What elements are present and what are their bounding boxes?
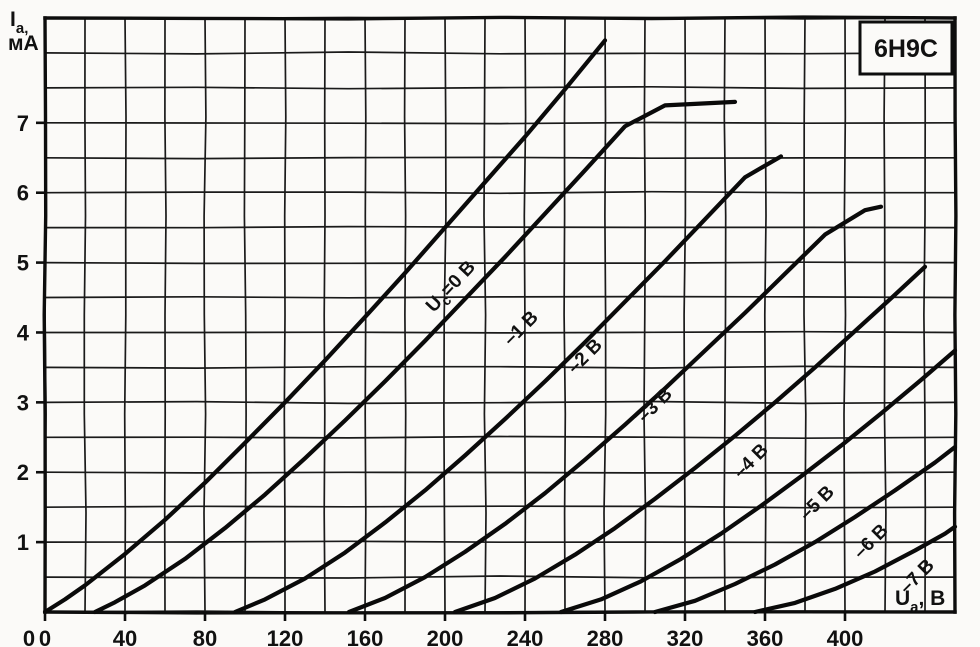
curve-0 xyxy=(42,38,608,615)
plot-frame xyxy=(42,15,958,615)
y-tick-label: 4 xyxy=(17,320,30,345)
curve-4 xyxy=(452,264,928,615)
curve-5 xyxy=(558,348,958,615)
y-axis-ticks: 0 1 2 3 4 5 6 7 xyxy=(17,111,45,647)
y-tick-label: 5 xyxy=(17,251,29,276)
curve-7 xyxy=(752,524,958,615)
axis-titles: Ia,мА Ua, В xyxy=(8,8,945,616)
x-tick-label: 400 xyxy=(827,626,864,647)
tube-label-box: 6Н9С xyxy=(858,20,954,76)
minor-gridlines xyxy=(43,16,956,614)
x-tick-label: 160 xyxy=(347,626,384,647)
y-tick-label: 3 xyxy=(17,390,29,415)
x-tick-label: 360 xyxy=(747,626,784,647)
tube-label-frame xyxy=(858,20,954,76)
x-tick-label: 280 xyxy=(587,626,624,647)
curve-6 xyxy=(652,445,958,615)
x-tick-label: 240 xyxy=(507,626,544,647)
curve-3 xyxy=(346,204,884,615)
x-axis-title: Ua, В xyxy=(895,587,945,616)
x-tick-label: 0 xyxy=(39,626,51,647)
curve-group xyxy=(42,38,958,615)
curve-2 xyxy=(232,154,784,615)
curve-1 xyxy=(92,99,738,615)
x-tick-label: 120 xyxy=(267,626,304,647)
x-tick-label: 80 xyxy=(193,626,217,647)
y-tick-label: 6 xyxy=(17,181,29,206)
x-tick-label: 320 xyxy=(667,626,704,647)
y-axis-unit: мА xyxy=(8,32,39,55)
x-axis-ticks: 0 40 80 120 160 200 240 280 320 360 400 xyxy=(39,612,863,647)
y-tick-label: 1 xyxy=(17,530,29,555)
x-tick-label: 40 xyxy=(113,626,137,647)
x-tick-label: 200 xyxy=(427,626,464,647)
y-tick-label: 2 xyxy=(17,460,29,485)
y-axis-title: Ia, xyxy=(10,8,28,37)
y-tick-label: 0 xyxy=(23,626,35,647)
y-tick-label: 7 xyxy=(17,111,29,136)
tube-label-text: 6Н9С xyxy=(874,35,938,63)
